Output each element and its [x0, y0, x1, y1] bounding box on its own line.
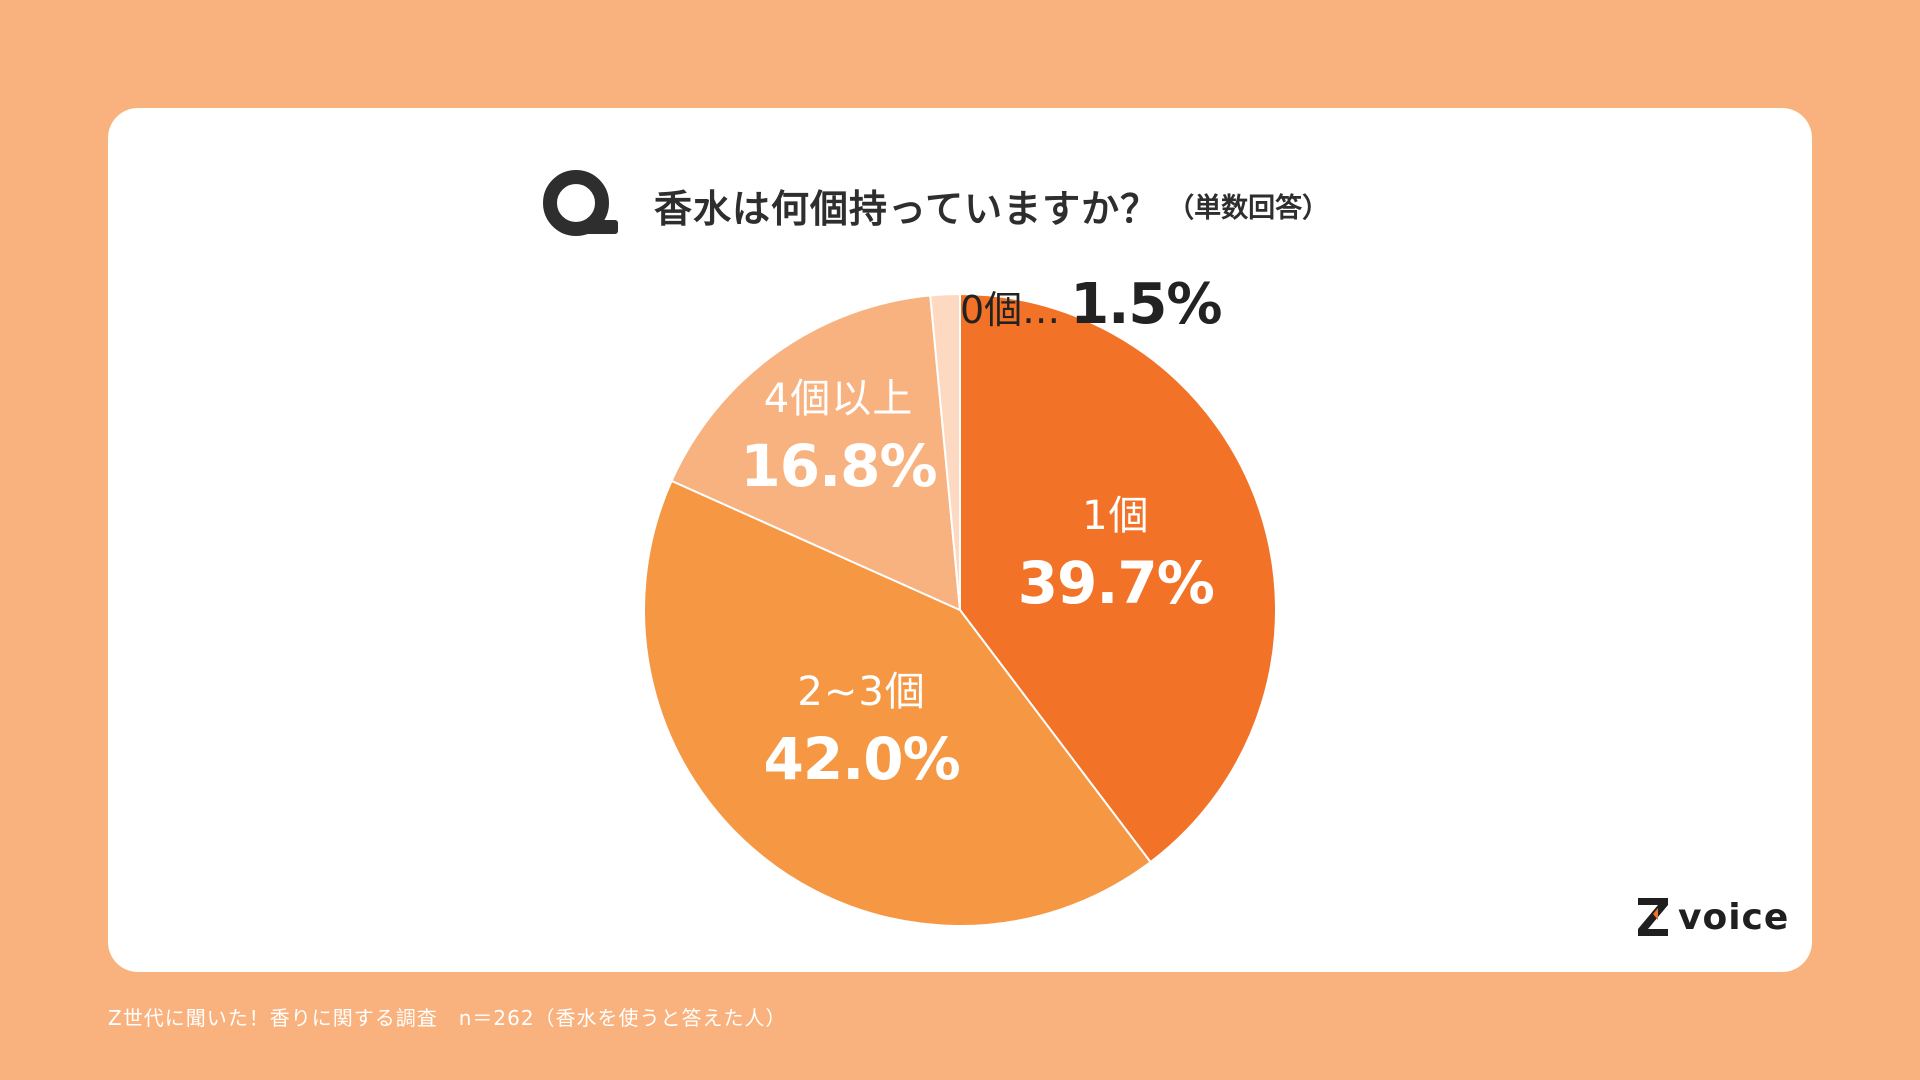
- slice-label-2: 2~3個 42.0%: [763, 668, 960, 793]
- slice-category-3: 4個以上: [763, 375, 914, 422]
- question-note: （単数回答）: [1167, 192, 1330, 224]
- slice-category-4: 0個…: [960, 288, 1061, 332]
- q-icon: Q: [543, 170, 618, 236]
- brand-name: voice: [1678, 896, 1790, 938]
- chart-title: Q 香水は何個持っていますか？ （単数回答）: [540, 170, 1330, 238]
- slice-category-2: 2~3個: [797, 668, 926, 715]
- pie-slice-3: [670, 294, 962, 612]
- z-logo-icon: Z: [1636, 896, 1668, 936]
- slice-value-4: 1.5%: [1070, 272, 1222, 337]
- slice-label-1: 1個 39.7%: [1017, 492, 1215, 617]
- slice-category-1: 1個: [1082, 492, 1150, 539]
- pie-slice-1: [959, 292, 1277, 864]
- slice-label-4: 0個… 1.5%: [960, 272, 1223, 337]
- brand-logo: Z voice: [1636, 896, 1789, 938]
- slice-label-3: 4個以上 16.8%: [740, 375, 937, 500]
- z-logo-letter: Z: [1636, 896, 1637, 897]
- slice-value-3: 16.8%: [740, 431, 937, 500]
- pie-slice-4: [929, 292, 961, 611]
- pie-slice-2: [643, 479, 1152, 927]
- slice-value-1: 39.7%: [1017, 548, 1215, 617]
- slice-value-2: 42.0%: [763, 724, 960, 793]
- question-text: 香水は何個持っていますか？: [654, 186, 1160, 231]
- survey-footnote: Z世代に聞いた！香りに関する調査 n＝262（香水を使うと答えた人）: [108, 1006, 787, 1030]
